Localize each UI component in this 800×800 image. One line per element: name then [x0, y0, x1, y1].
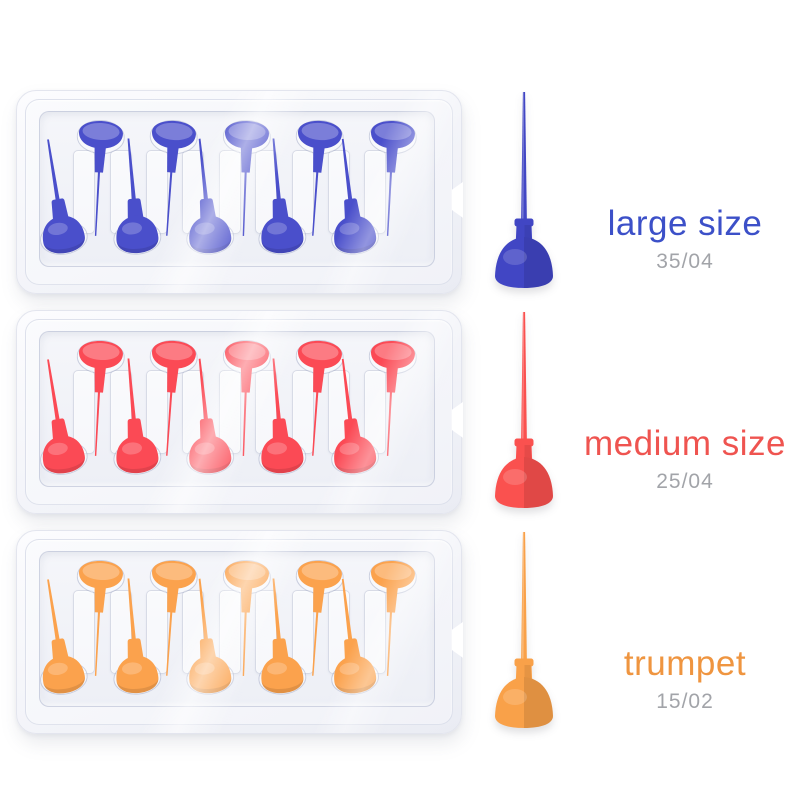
display-pin — [492, 530, 556, 734]
product-row-large: large size 35/04 — [0, 84, 800, 304]
size-label: medium size — [584, 424, 786, 463]
tray-well — [39, 331, 435, 487]
display-pin — [492, 90, 556, 294]
size-code-label: 15/02 — [656, 689, 714, 713]
size-label-group: trumpet 15/02 — [582, 644, 788, 714]
display-pin — [492, 310, 556, 514]
tray-well — [39, 111, 435, 267]
size-label-group: large size 35/04 — [582, 204, 788, 274]
size-label: large size — [607, 204, 763, 243]
tray-pin — [363, 337, 417, 461]
tray-notch-right — [451, 621, 463, 658]
product-row-trumpet: trumpet 15/02 — [0, 524, 800, 744]
size-label: trumpet — [623, 644, 747, 683]
product-row-medium: medium size 25/04 — [0, 304, 800, 524]
blister-tray — [16, 530, 463, 734]
tray-notch-right — [451, 181, 463, 218]
blister-tray — [16, 90, 463, 294]
size-code-label: 35/04 — [656, 249, 714, 273]
size-code-label: 25/04 — [656, 469, 714, 493]
size-label-group: medium size 25/04 — [582, 424, 788, 494]
tray-well — [39, 551, 435, 707]
tray-pin — [363, 557, 417, 681]
tray-pin — [363, 117, 417, 241]
blister-tray — [16, 310, 463, 514]
tray-notch-right — [451, 401, 463, 438]
